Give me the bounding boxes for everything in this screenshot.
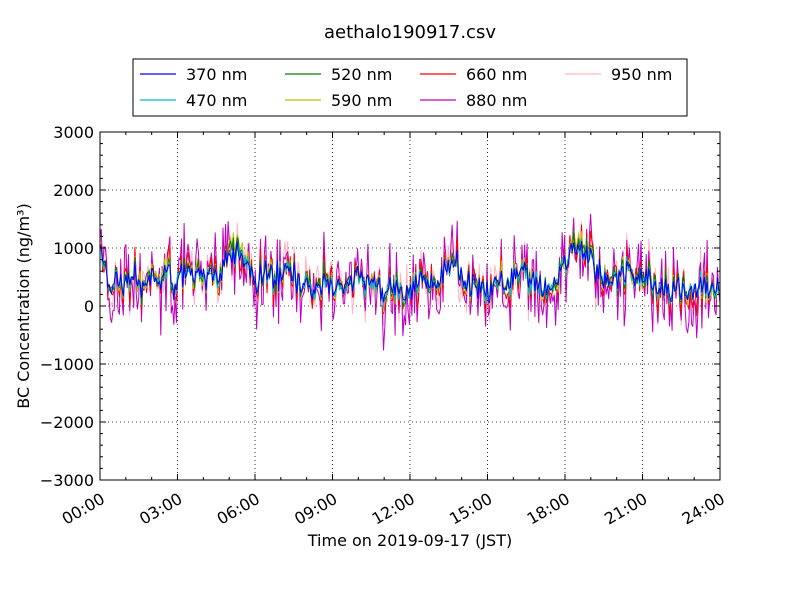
y-tick-label: 1000 [53, 239, 94, 258]
y-tick-label: −3000 [40, 471, 94, 490]
x-tick-label: 15:00 [446, 489, 495, 529]
legend: 370 nm 470 nm 520 nm 590 nm 660 nm 880 nm 950 … [132, 58, 688, 117]
chart-title: aethalo190917.csv [324, 22, 496, 43]
y-tick-label: 0 [84, 297, 94, 316]
y-axis-label: BC Concentration (ng/m³) [14, 203, 33, 408]
y-tick-label: −1000 [40, 355, 94, 374]
x-tick-label: 00:00 [59, 489, 108, 529]
x-tick-label: 21:00 [601, 489, 650, 529]
legend-label: 660 nm [466, 65, 527, 84]
series-line [100, 241, 720, 303]
x-tick-label: 12:00 [369, 489, 418, 529]
y-tick-label: 2000 [53, 181, 94, 200]
grid [100, 132, 720, 480]
legend-label: 590 nm [331, 91, 392, 110]
x-tick-label: 24:00 [679, 489, 728, 529]
x-tick-label: 09:00 [291, 489, 340, 529]
plot-lines [100, 213, 720, 351]
x-tick-label: 18:00 [524, 489, 573, 529]
x-tick-label: 06:00 [214, 489, 263, 529]
legend-label: 880 nm [466, 91, 527, 110]
y-tick-label: −2000 [40, 413, 94, 432]
x-axis-label: Time on 2019-09-17 (JST) [307, 531, 512, 550]
legend-label: 950 nm [611, 65, 672, 84]
legend-label: 520 nm [331, 65, 392, 84]
legend-box [132, 58, 688, 117]
x-tick-label: 03:00 [136, 489, 185, 529]
y-tick-label: 3000 [53, 123, 94, 142]
legend-label: 370 nm [186, 65, 247, 84]
ticks: −3000 −2000 −1000 0 1000 2000 3000 00:00 03:00 06… [40, 123, 728, 529]
legend-label: 470 nm [186, 91, 247, 110]
